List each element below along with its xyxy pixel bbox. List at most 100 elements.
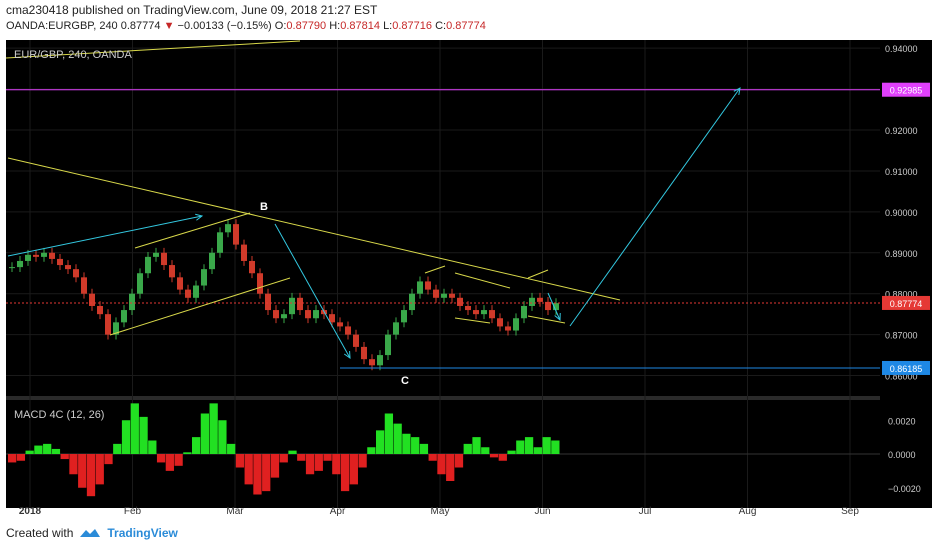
x-tick-label: Jul [639,506,652,517]
candle [305,310,311,319]
candle [241,244,247,261]
macd-bar [454,454,464,468]
macd-bar [200,413,210,454]
macd-bar [262,454,271,492]
candle [433,289,439,298]
macd-bar [297,454,306,461]
trend-line [424,265,446,274]
candle [169,265,175,278]
candle [457,297,463,306]
macd-bar [393,423,402,454]
trend-line [5,40,301,59]
macd-bar [332,454,341,475]
candle [17,260,23,268]
price-label-box [882,295,930,310]
candle [553,303,559,311]
macd-bar [78,454,87,488]
candle [385,334,391,356]
macd-bar [139,416,148,454]
high-value: 0.87814 [340,20,380,32]
price-axis [880,40,932,508]
candle [297,297,303,311]
y-tick-label: 0.92000 [885,126,918,136]
candle [513,318,519,331]
macd-bar [437,454,446,475]
candle [449,293,455,298]
created-with-label: Created with [6,526,74,540]
footer: Created with TradingView [6,526,178,540]
candle [113,322,119,335]
macd-bar [104,454,113,465]
candle [329,314,335,323]
candle [281,314,287,319]
candle [393,322,399,335]
candle [161,252,167,266]
high-label: H: [329,20,341,32]
tradingview-brand[interactable]: TradingView [107,526,178,540]
x-tick-label: 2018 [19,506,42,517]
candle [353,334,359,347]
macd-bar [349,454,358,485]
macd-bar [113,443,122,454]
macd-bar [121,420,131,454]
macd-bar [367,447,376,454]
macd-bar [183,452,192,454]
low-label: L: [383,20,393,32]
x-tick-label: Jun [534,506,550,517]
macd-bar [69,454,78,475]
arrow-line [569,87,741,327]
candle [65,265,71,270]
chart-title: EUR/GBP, 240, OANDA [14,49,132,61]
macd-bar [358,454,367,468]
candle [473,310,479,315]
candle [185,289,191,298]
candle [289,297,295,315]
macd-bar [235,454,245,468]
symbol-label: OANDA:EURGBP, 240 [6,20,118,32]
candle [545,301,551,311]
macd-bar [446,454,455,481]
x-tick-label: Sep [841,506,859,517]
candle [225,224,231,233]
candle [465,305,471,311]
candle [193,285,199,298]
candle [137,273,143,294]
candle [425,281,431,290]
macd-bar [279,454,288,463]
x-tick-label: Mar [226,506,244,517]
open-value: 0.87790 [286,20,327,32]
macd-y-tick-label: 0.0020 [888,416,916,426]
candle [505,326,511,331]
candle [417,281,423,294]
x-tick-label: Feb [124,506,142,517]
candle [145,256,151,274]
y-tick-label: 0.90000 [885,208,918,218]
arrow-line [274,223,351,359]
annotation-b: B [260,201,268,213]
candle [217,232,223,253]
macd-bar [156,454,166,463]
down-triangle-icon: ▼ [163,20,175,32]
candle [9,267,15,269]
x-tick-label: Aug [739,506,757,517]
macd-bar [244,454,253,485]
macd-bar [551,440,560,454]
macd-bar [524,437,534,454]
candle [81,277,87,294]
price-label-box [882,82,930,97]
macd-bar [542,437,551,454]
price-chart[interactable]: 0.940000.930000.920000.910000.900000.890… [0,38,932,518]
macd-bar [384,413,394,454]
x-tick-label: May [431,506,450,517]
y-tick-label: 0.86000 [885,372,918,382]
macd-bar [489,454,499,458]
arrow-head-icon [554,312,561,322]
macd-bar [253,454,262,495]
macd-bar [227,443,236,454]
trend-line [7,157,621,301]
macd-bar [165,454,174,471]
macd-bar [192,437,201,454]
price-label-text: 0.92985 [890,86,923,96]
open-label: O: [274,20,287,32]
macd-bar [130,403,139,454]
